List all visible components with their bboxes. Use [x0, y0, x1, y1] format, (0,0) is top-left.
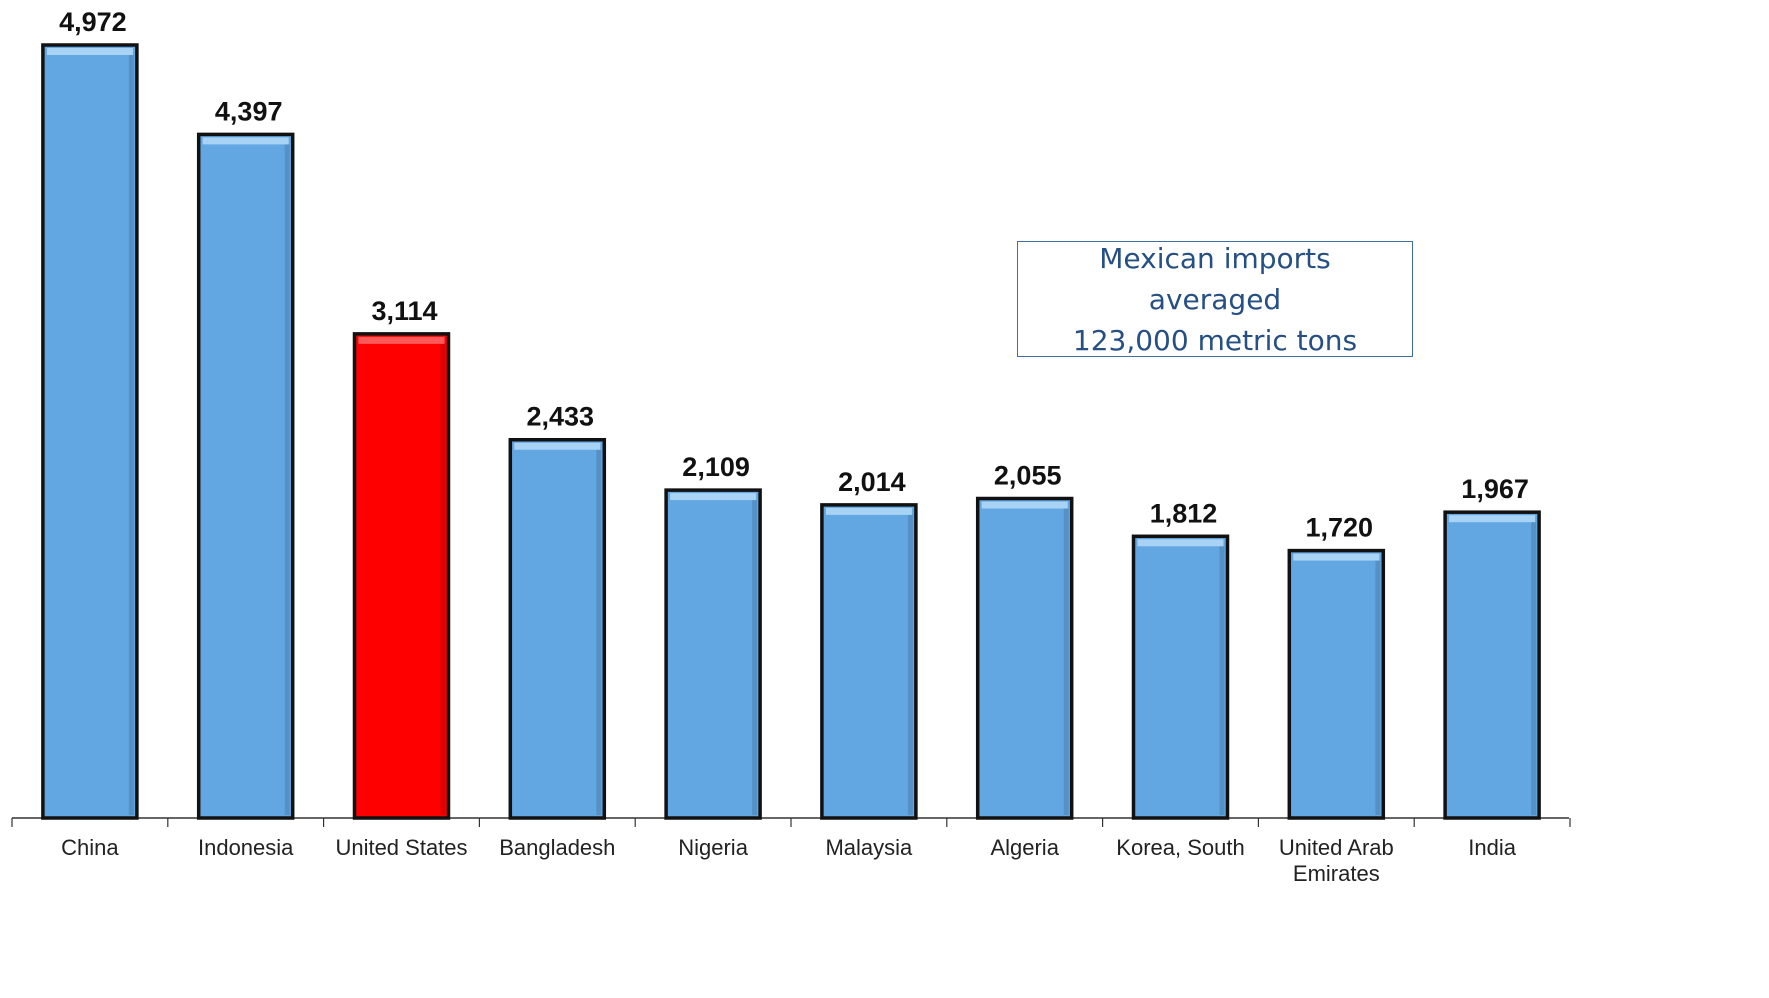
bar-side-shade	[440, 343, 446, 815]
category-label: Indonesia	[198, 835, 294, 860]
bar	[664, 488, 762, 820]
bar-top-bevel	[514, 442, 601, 450]
bar-value-label: 1,720	[1306, 513, 1374, 543]
bar-side-shade	[1531, 522, 1537, 815]
bar-top-bevel	[46, 48, 133, 55]
category-label: United Arab	[1279, 835, 1394, 860]
bar-top-bevel	[202, 137, 289, 145]
bar-value-label: 1,967	[1461, 474, 1529, 504]
bar-top-bevel	[1449, 515, 1536, 523]
category-label: Nigeria	[678, 835, 748, 860]
bar-top-bevel	[670, 493, 757, 501]
annotation-line-1: Mexican imports averaged	[1099, 241, 1331, 316]
bar-value-label: 2,055	[994, 461, 1062, 491]
annotation-box: Mexican imports averaged 123,000 metric …	[1017, 241, 1413, 357]
bar	[1443, 510, 1541, 820]
bar-value-label: 2,433	[527, 402, 595, 432]
bar-value-label: 4,972	[59, 7, 127, 37]
bar-value-label: 2,109	[682, 452, 750, 482]
bar-top-bevel	[1293, 553, 1380, 561]
bar-side-shade	[1375, 560, 1381, 815]
bar	[820, 503, 918, 820]
bar-side-shade	[1063, 508, 1069, 815]
bar-top-bevel	[825, 507, 912, 515]
bar	[196, 132, 295, 820]
bar	[352, 332, 451, 820]
bar-side-shade	[128, 55, 134, 815]
bar	[975, 496, 1074, 820]
bar-side-shade	[596, 449, 602, 815]
category-label: China	[61, 835, 119, 860]
bar	[1131, 534, 1230, 820]
bar-top-bevel	[358, 336, 445, 344]
category-label: Emirates	[1293, 861, 1380, 886]
bar-side-shade	[1219, 546, 1225, 815]
bar-value-label: 1,812	[1150, 498, 1218, 528]
category-label: Korea, South	[1116, 835, 1244, 860]
bar-side-shade	[907, 514, 913, 815]
annotation-text: Mexican imports averaged 123,000 metric …	[1030, 238, 1400, 361]
category-label: Malaysia	[825, 835, 913, 860]
annotation-line-2: 123,000 metric tons	[1072, 323, 1358, 357]
bar	[1287, 548, 1386, 820]
bar-value-label: 4,397	[215, 96, 283, 126]
bar-top-bevel	[981, 501, 1068, 509]
category-label: India	[1468, 835, 1516, 860]
bar	[508, 437, 607, 820]
bar-value-label: 2,014	[838, 467, 906, 497]
bar	[41, 43, 139, 820]
category-label: United States	[335, 835, 467, 860]
bar-side-shade	[284, 144, 290, 815]
category-label: Bangladesh	[499, 835, 615, 860]
bar-top-bevel	[1137, 539, 1224, 547]
bar-value-label: 3,114	[371, 296, 437, 326]
bar-side-shade	[752, 500, 758, 815]
category-label: Algeria	[990, 835, 1059, 860]
